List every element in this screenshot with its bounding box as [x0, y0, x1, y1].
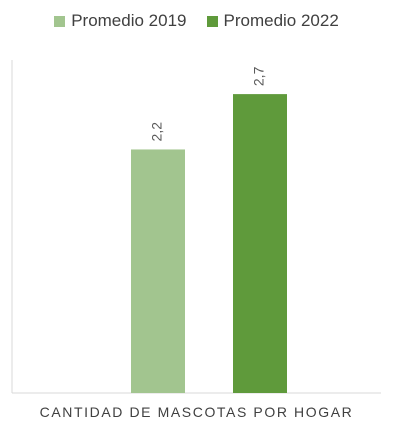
bar-promedio-2019	[131, 149, 185, 393]
legend-label-2022: Promedio 2022	[223, 11, 339, 30]
data-label-promedio-2022: 2,7	[251, 66, 267, 86]
legend-item-2022: Promedio 2022	[206, 11, 339, 31]
legend: Promedio 2019 Promedio 2022	[0, 8, 393, 34]
data-label-promedio-2019: 2,2	[149, 122, 165, 142]
legend-swatch-2022	[206, 15, 218, 27]
legend-swatch-2019	[54, 15, 66, 27]
x-axis-label: CANTIDAD DE MASCOTAS POR HOGAR	[39, 404, 354, 420]
bar-promedio-2022	[233, 94, 287, 394]
legend-label-2019: Promedio 2019	[71, 11, 187, 30]
legend-item-2019: Promedio 2019	[54, 11, 187, 31]
